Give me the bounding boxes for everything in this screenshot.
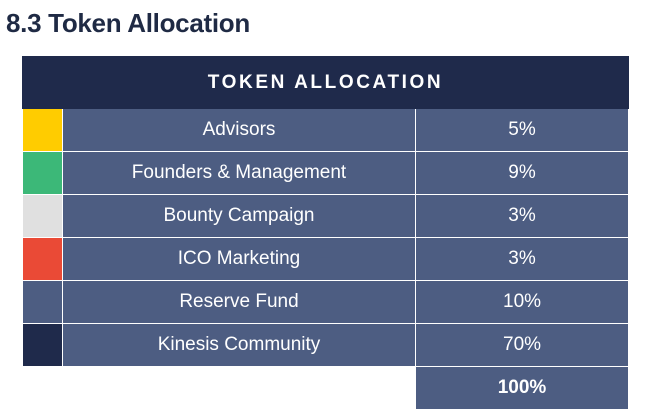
table-row-founders: Founders & Management 9% xyxy=(22,151,630,195)
token-allocation-table: TOKEN ALLOCATION Advisors 5% Founders & … xyxy=(21,56,630,410)
table-row-kinesis-community: Kinesis Community 70% xyxy=(22,323,630,367)
section-heading: 8.3 Token Allocation xyxy=(6,8,250,38)
color-swatch-ico-marketing xyxy=(22,237,63,281)
total-blank-cell xyxy=(22,366,63,410)
row-label: Advisors xyxy=(62,108,416,152)
color-swatch-reserve-fund xyxy=(22,280,63,324)
table-row-reserve-fund: Reserve Fund 10% xyxy=(22,280,630,324)
color-swatch-advisors xyxy=(22,108,63,152)
row-value: 3% xyxy=(414,194,630,238)
total-blank-cell xyxy=(62,366,416,410)
table-total-row: 100% xyxy=(22,366,630,410)
row-value: 9% xyxy=(414,151,630,195)
table-header-row: TOKEN ALLOCATION xyxy=(21,56,630,109)
row-label: ICO Marketing xyxy=(62,237,416,281)
allocation-table: TOKEN ALLOCATION Advisors 5% Founders & … xyxy=(21,56,630,410)
table-row-advisors: Advisors 5% xyxy=(22,108,630,152)
table-title: TOKEN ALLOCATION xyxy=(21,56,630,109)
row-label: Founders & Management xyxy=(62,151,416,195)
row-label: Kinesis Community xyxy=(62,323,416,367)
total-value: 100% xyxy=(414,366,630,410)
row-label: Bounty Campaign xyxy=(62,194,416,238)
color-swatch-bounty xyxy=(22,194,63,238)
row-label: Reserve Fund xyxy=(62,280,416,324)
row-value: 5% xyxy=(414,108,630,152)
row-value: 70% xyxy=(414,323,630,367)
row-value: 3% xyxy=(414,237,630,281)
row-value: 10% xyxy=(414,280,630,324)
table-row-ico-marketing: ICO Marketing 3% xyxy=(22,237,630,281)
color-swatch-kinesis-community xyxy=(22,323,63,367)
table-row-bounty: Bounty Campaign 3% xyxy=(22,194,630,238)
color-swatch-founders xyxy=(22,151,63,195)
